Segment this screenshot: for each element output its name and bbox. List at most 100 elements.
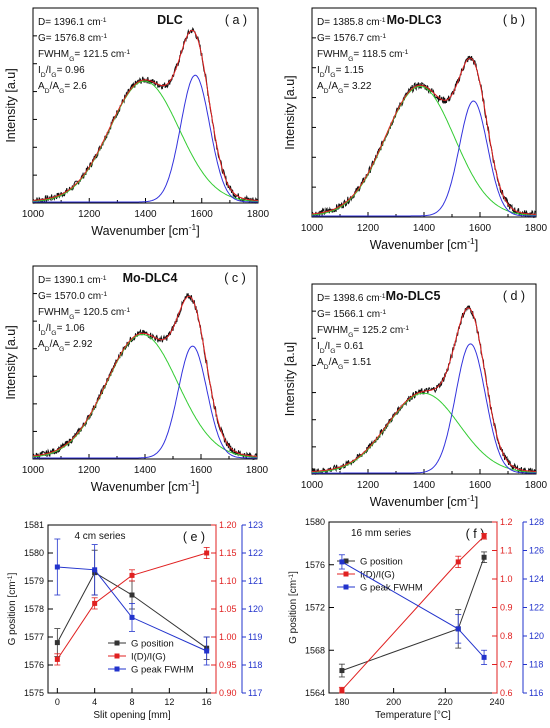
text-part: -1 bbox=[288, 574, 295, 580]
left-y-tick-label: 1581 bbox=[24, 520, 44, 530]
blue-y-tick-label: 120 bbox=[529, 631, 544, 641]
left-y-tick-label: 1577 bbox=[24, 632, 44, 642]
text-part: /I bbox=[325, 341, 331, 352]
red-y-tick-label: 1.15 bbox=[219, 548, 237, 558]
data-point bbox=[339, 668, 345, 674]
annotation: AD/AG= 1.51 bbox=[317, 357, 372, 371]
data-point bbox=[204, 648, 210, 654]
annotation: G= 1576.8 cm-1 bbox=[38, 33, 107, 45]
left-y-tick-label: 1578 bbox=[24, 604, 44, 614]
y-axis-label: Intensity [a.u] bbox=[4, 325, 18, 399]
text-part: ] bbox=[288, 571, 299, 574]
text-part: -1 bbox=[189, 222, 197, 232]
x-tick-label: 16 bbox=[202, 697, 212, 707]
annotation: FWHMG= 125.2 cm-1 bbox=[317, 325, 409, 339]
raw-spectrum-line bbox=[32, 292, 258, 461]
text-part: ] bbox=[475, 495, 478, 509]
annotation: D= 1396.1 cm-1 bbox=[38, 17, 107, 29]
x-tick-label: 200 bbox=[386, 697, 401, 707]
text-part: G bbox=[69, 314, 74, 321]
red-y-tick-label: 0.6 bbox=[500, 688, 513, 698]
left-y-axis-label: G position [cm-1] bbox=[288, 571, 300, 644]
panel-title: Mo-DLC5 bbox=[386, 289, 441, 303]
red-y-tick-label: 1.05 bbox=[219, 604, 237, 614]
annotation: G= 1576.7 cm-1 bbox=[317, 33, 386, 45]
blue-y-tick-label: 118 bbox=[529, 660, 543, 670]
text-part: -1 bbox=[402, 49, 408, 56]
x-axis-label: Wavenumber [cm-1] bbox=[91, 222, 200, 238]
text-part: /I bbox=[46, 65, 52, 76]
text-part: = 1.06 bbox=[57, 323, 86, 334]
data-point bbox=[92, 567, 98, 573]
text-part: FWHM bbox=[38, 307, 69, 318]
text-part: /I bbox=[46, 323, 52, 334]
red-y-tick-label: 1.00 bbox=[219, 632, 237, 642]
legend-entry: I(D)/I(G) bbox=[131, 652, 166, 663]
red-y-tick-label: 1.0 bbox=[500, 574, 513, 584]
text-part: A bbox=[38, 339, 45, 350]
text-part: /A bbox=[50, 339, 60, 350]
x-tick-label: 1600 bbox=[190, 465, 213, 476]
text-part: D= 1385.8 cm bbox=[317, 17, 380, 28]
x-tick-label: 1600 bbox=[191, 209, 214, 220]
legend-marker bbox=[114, 653, 120, 659]
text-part: -1 bbox=[403, 325, 409, 332]
text-part: Wavenumber [cm bbox=[91, 480, 188, 494]
text-part: G bbox=[51, 330, 56, 337]
legend-entry: I(D)/I(G) bbox=[360, 570, 395, 581]
panel-title: 4 cm series bbox=[74, 531, 125, 542]
text-part: -1 bbox=[124, 49, 130, 56]
data-point bbox=[54, 656, 60, 662]
data-point bbox=[481, 654, 487, 660]
plot-frame bbox=[328, 521, 498, 694]
text-part: -1 bbox=[380, 293, 386, 300]
series-line bbox=[56, 552, 207, 660]
fit-line bbox=[32, 29, 259, 201]
annotation: D= 1398.6 cm-1 bbox=[317, 293, 386, 305]
x-tick-label: 1800 bbox=[525, 223, 548, 234]
text-part: G bbox=[330, 348, 335, 355]
panel-label: ( d ) bbox=[503, 289, 525, 303]
text-part: G position [cm bbox=[288, 580, 299, 644]
annotation: D= 1385.8 cm-1 bbox=[317, 17, 386, 29]
legend-entry: G position bbox=[360, 557, 403, 568]
left-y-tick-label: 1576 bbox=[24, 660, 44, 670]
text-part: FWHM bbox=[317, 325, 348, 336]
legend-marker bbox=[343, 584, 349, 590]
annotation: ID/IG= 0.96 bbox=[38, 65, 85, 79]
series-line bbox=[56, 571, 207, 649]
x-axis-label: Temperature [°C] bbox=[375, 710, 451, 721]
x-axis-label: Wavenumber [cm-1] bbox=[370, 493, 479, 509]
panel-label: ( a ) bbox=[225, 13, 247, 27]
g-peak-line bbox=[33, 345, 257, 459]
d-peak-line bbox=[33, 80, 259, 202]
x-tick-label: 1200 bbox=[357, 480, 380, 491]
left-y-axis-label: G position [cm-1] bbox=[7, 572, 19, 645]
fit-line bbox=[32, 295, 258, 457]
text-part: G= 1576.7 cm bbox=[317, 33, 380, 44]
text-part: I bbox=[38, 323, 41, 334]
text-part: D= 1390.1 cm bbox=[38, 275, 101, 286]
red-y-tick-label: 1.1 bbox=[500, 546, 513, 556]
data-point bbox=[455, 626, 461, 632]
data-point bbox=[129, 592, 135, 598]
legend-entry: G peak FWHM bbox=[131, 665, 194, 676]
legend-marker bbox=[343, 558, 349, 564]
text-part: D bbox=[45, 346, 50, 353]
annotation: ID/IG= 1.06 bbox=[38, 323, 85, 337]
x-tick-label: 4 bbox=[92, 697, 97, 707]
annotation: FWHMG= 118.5 cm-1 bbox=[317, 49, 409, 63]
x-tick-label: 0 bbox=[55, 697, 60, 707]
x-tick-label: 1400 bbox=[134, 209, 157, 220]
blue-y-tick-label: 120 bbox=[248, 604, 263, 614]
x-tick-label: 1000 bbox=[301, 480, 324, 491]
data-point bbox=[339, 559, 345, 565]
x-tick-label: 220 bbox=[438, 697, 453, 707]
y-axis-label: Intensity [a.u] bbox=[283, 342, 297, 416]
fit-line bbox=[312, 307, 536, 472]
